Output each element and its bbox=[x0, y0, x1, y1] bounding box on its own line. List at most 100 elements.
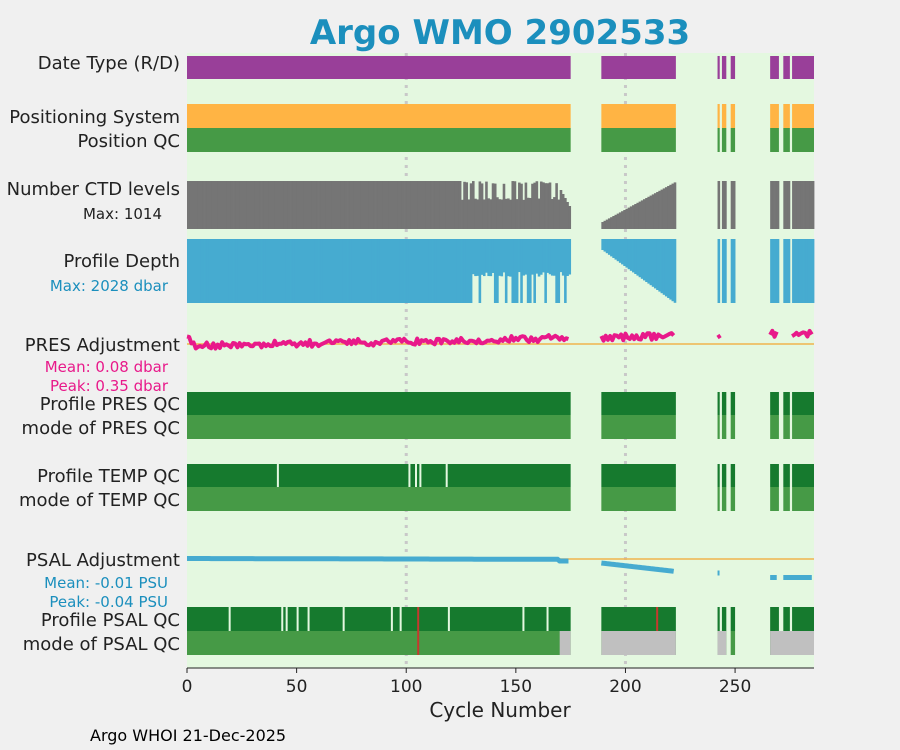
profile_pres_qc-band bbox=[601, 392, 676, 415]
plot-background bbox=[187, 53, 814, 668]
ctd-levels-bar bbox=[270, 181, 273, 229]
profile-depth-bar bbox=[612, 239, 615, 258]
ctd-levels-bar bbox=[522, 199, 526, 229]
profile-depth-bar bbox=[662, 239, 666, 295]
profile-depth-bar bbox=[384, 239, 387, 303]
ctd-levels-bar bbox=[800, 181, 804, 229]
profile-depth-bar bbox=[645, 239, 648, 282]
ctd-levels-bar bbox=[305, 181, 308, 229]
profile-depth-bar bbox=[230, 239, 234, 303]
ctd-levels-bar bbox=[439, 181, 442, 229]
profile-depth-bar bbox=[653, 239, 657, 289]
profile-depth-bar bbox=[279, 239, 282, 303]
profile-depth-bar bbox=[246, 239, 249, 303]
profile-depth-bar bbox=[776, 239, 780, 303]
ctd-levels-bar bbox=[311, 181, 315, 229]
ctd-levels-bar bbox=[542, 182, 545, 229]
ctd-levels-bar bbox=[487, 198, 490, 229]
profile-depth-bar bbox=[217, 239, 221, 303]
ctd-levels-bar bbox=[382, 181, 385, 229]
profile-depth-bar bbox=[531, 239, 534, 275]
qc-gap-mark bbox=[307, 607, 310, 631]
ctd-levels-bar bbox=[318, 181, 322, 229]
mode_temp_qc-band bbox=[601, 487, 676, 511]
ctd-levels-bar bbox=[333, 181, 337, 229]
profile-depth-bar bbox=[327, 239, 330, 303]
ctd-levels-bar bbox=[412, 181, 416, 229]
profile_psal_qc-band bbox=[770, 607, 779, 631]
mode_pres_qc-band bbox=[792, 415, 814, 439]
profile-depth-bar bbox=[344, 239, 348, 303]
ctd-levels-bar bbox=[651, 194, 655, 229]
ctd-levels-bar bbox=[425, 181, 429, 229]
profile-depth-bar bbox=[542, 239, 545, 273]
ctd-levels-bar bbox=[222, 181, 225, 229]
ctd-levels-bar bbox=[384, 181, 387, 229]
profile-depth-bar bbox=[362, 239, 365, 303]
ctd-levels-bar bbox=[498, 199, 501, 229]
ctd-levels-bar bbox=[465, 182, 469, 229]
ctd-levels-bar bbox=[533, 182, 536, 229]
profile-depth-bar bbox=[287, 239, 291, 303]
ctd-levels-bar bbox=[671, 183, 675, 229]
ctd-levels-bar bbox=[717, 181, 721, 229]
profile-depth-bar bbox=[496, 239, 499, 303]
row-label-ctd-levels: Number CTD levels bbox=[7, 179, 180, 200]
profile-depth-bar bbox=[401, 239, 405, 303]
mode_pres_qc-band bbox=[187, 415, 571, 439]
pres-adjustment-trace bbox=[186, 333, 570, 351]
profile-depth-bar bbox=[467, 239, 471, 303]
ctd-levels-bar bbox=[629, 206, 633, 229]
profile-depth-bar bbox=[792, 239, 795, 303]
mode_pres_qc-band bbox=[717, 415, 720, 439]
profile-depth-bar bbox=[463, 239, 466, 303]
profile-depth-bar bbox=[213, 239, 216, 303]
ctd-levels-bar bbox=[524, 182, 528, 229]
chart-title: Argo WMO 2902533 bbox=[310, 13, 690, 53]
profile_temp_qc-band bbox=[717, 464, 720, 487]
profile-depth-bar bbox=[270, 239, 273, 303]
data-layer bbox=[186, 56, 815, 655]
ctd-levels-bar bbox=[647, 196, 650, 229]
ctd-levels-bar bbox=[561, 194, 565, 229]
psal-adjustment-mean: Mean: -0.01 PSU bbox=[44, 574, 168, 592]
profile-depth-bar bbox=[603, 239, 607, 252]
profile-depth-bar bbox=[472, 239, 475, 275]
ctd-levels-bar bbox=[785, 181, 789, 229]
ctd-levels-bar bbox=[649, 195, 653, 229]
ctd-levels-bar bbox=[496, 197, 499, 229]
ctd-levels-bar bbox=[555, 183, 558, 229]
profile-depth-bar bbox=[228, 239, 232, 303]
profile-depth-bar bbox=[366, 239, 370, 303]
profile-depth-bar bbox=[774, 239, 778, 303]
date_type-band bbox=[783, 56, 790, 79]
profile-depth-bar bbox=[607, 239, 611, 255]
mode_pres_qc-band bbox=[730, 415, 736, 439]
qc-gap-mark bbox=[281, 607, 284, 631]
ctd-levels-bar bbox=[673, 182, 677, 229]
row-label-profile-temp-qc: Profile TEMP QC bbox=[37, 466, 180, 487]
mode_temp_qc-band bbox=[187, 487, 571, 511]
profile-depth-bar bbox=[430, 239, 433, 303]
profile-depth-bar bbox=[202, 239, 205, 303]
qc-gap-mark bbox=[276, 464, 279, 487]
ctd-levels-bar bbox=[237, 181, 241, 229]
profile-depth-bar bbox=[305, 239, 308, 303]
ctd-levels-bar bbox=[298, 181, 302, 229]
ctd-levels-bar bbox=[233, 181, 236, 229]
qc-gap-mark bbox=[447, 607, 450, 631]
ctd-levels-bar bbox=[404, 181, 407, 229]
ctd-levels-bar bbox=[500, 199, 504, 229]
ctd-levels-bar bbox=[664, 187, 668, 229]
profile-depth-bar bbox=[353, 239, 357, 303]
profile-depth-bar bbox=[215, 239, 219, 303]
ctd-levels-bar bbox=[770, 181, 773, 229]
profile-depth-bar bbox=[507, 239, 510, 277]
profile-depth-bar bbox=[340, 239, 344, 303]
ctd-levels-bar bbox=[281, 181, 284, 229]
profile-depth-bar bbox=[254, 239, 258, 303]
date_type-band bbox=[601, 56, 676, 79]
ctd-levels-bar bbox=[434, 181, 438, 229]
profile-depth-bar bbox=[566, 239, 569, 277]
ctd-levels-bar bbox=[539, 181, 543, 229]
